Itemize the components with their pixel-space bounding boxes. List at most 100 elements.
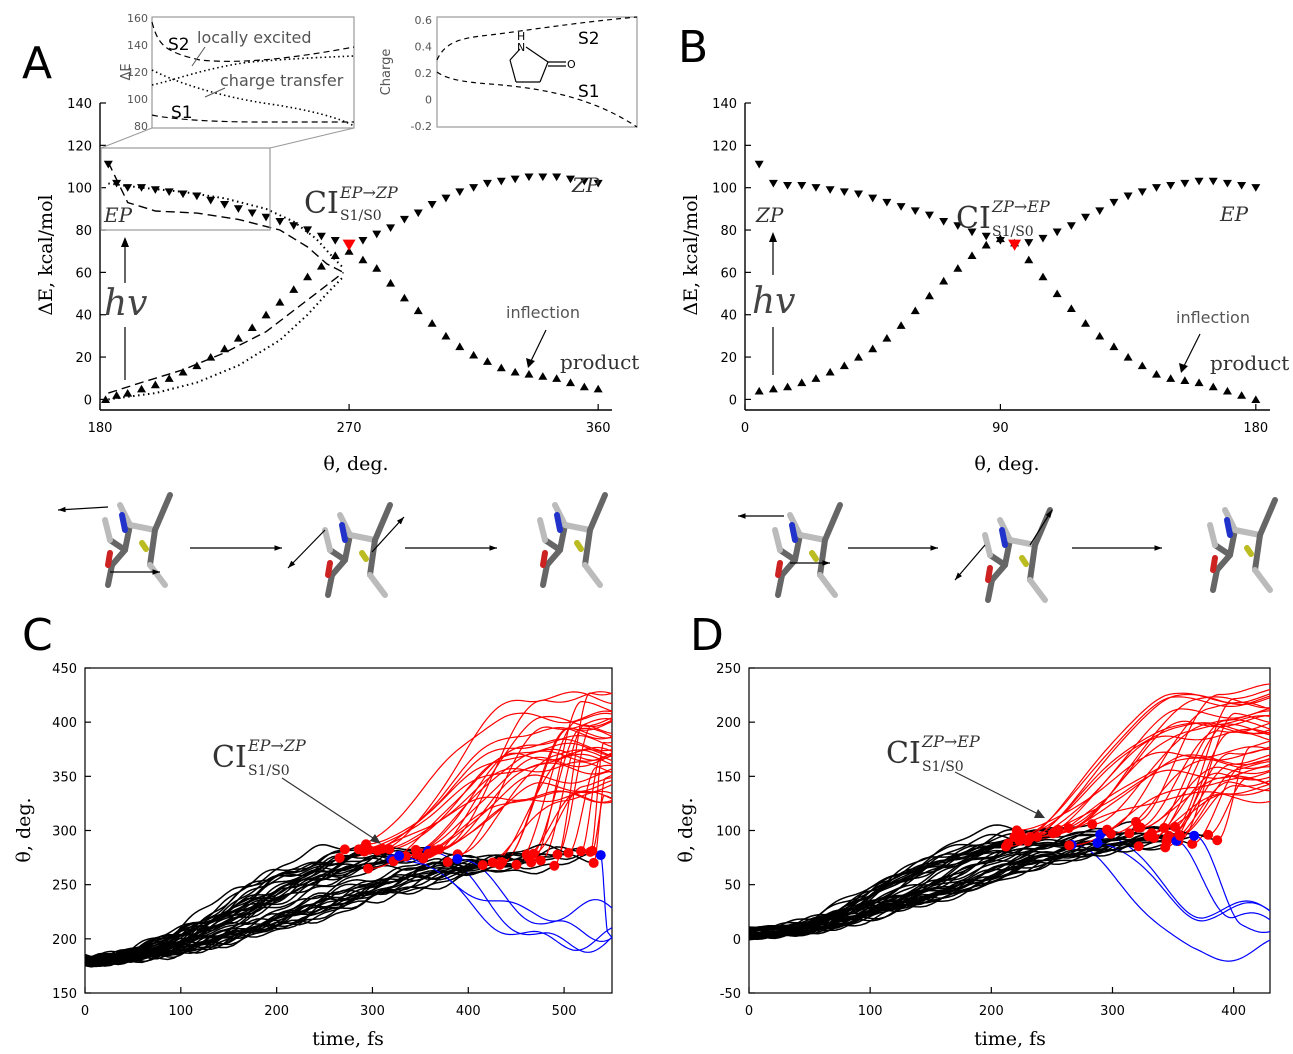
panel-d-hop-point-red: [1175, 830, 1186, 841]
panel-b-ground-point: [882, 333, 892, 342]
panel-b-excited-point: [896, 203, 906, 211]
panel-a-ytick-label: 120: [67, 139, 92, 154]
molecule-nitrogen: [999, 527, 1008, 548]
molecule-bond: [322, 527, 333, 553]
panel-c-excited-trajectory: [84, 863, 517, 962]
panel-c-product-trajectory: [568, 764, 613, 854]
panel-letter-c: C: [22, 610, 53, 661]
panel-b-ytick-label: 0: [729, 393, 737, 408]
inset-energy-s1-label: S1: [171, 103, 193, 123]
panel-b-ytick-label: 80: [720, 224, 737, 239]
panel-a-xtick-label: 270: [337, 421, 362, 436]
panel-c-hop-point-red: [496, 857, 507, 868]
panel-d-ytick-label: 150: [716, 770, 741, 785]
panel-d-hop-point-red: [1009, 832, 1020, 843]
panel-b-ground-point: [825, 367, 835, 376]
panel-d-ytick-label: 200: [716, 716, 741, 731]
inset-energy-ylabel: ΔE: [119, 63, 134, 80]
panel-a-ground-point: [275, 297, 285, 306]
panel-d-product-trajectory: [1174, 688, 1271, 828]
panel-b-excited-point: [1222, 179, 1232, 188]
panel-d-hop-point-red: [1212, 835, 1223, 846]
pyrrolidinone-structure: [509, 46, 566, 83]
inset-energy-tick: 140: [127, 39, 148, 52]
pathway-arrowhead: [930, 545, 938, 551]
panel-b-ground-point: [754, 386, 764, 395]
panel-b-excited-point: [910, 207, 920, 216]
panel-b-ground-point: [868, 344, 878, 353]
panel-b-ground-point: [1038, 272, 1048, 281]
molecule-oxygen: [775, 560, 783, 578]
panel-a-ytick-label: 40: [75, 309, 92, 324]
panel-d-ylabel: θ, deg.: [675, 797, 697, 862]
panel-a-ground-point: [399, 293, 409, 302]
molecule-sulfur: [1019, 555, 1029, 567]
molecule-nitrogen: [119, 512, 128, 533]
panel-b-inflection-label: inflection: [1176, 308, 1250, 327]
panel-a-excited-point: [233, 205, 243, 213]
panel-d-reactant-trajectory: [1097, 842, 1271, 922]
molecule-oxygen: [105, 550, 113, 568]
panel-b-excited-point: [882, 198, 892, 207]
svg-text:EP→ZP: EP→ZP: [339, 183, 398, 202]
panel-a-excited-point: [593, 179, 603, 188]
panel-a-ci-point: [342, 239, 356, 251]
molecule-sulfur: [359, 550, 369, 562]
panel-c-product-trajectory: [434, 753, 613, 851]
panel-b-excited-point: [839, 188, 849, 196]
panel-a-ground-point: [344, 247, 354, 255]
panel-b-ground-point: [797, 378, 807, 387]
panel-c-excited-trajectory: [84, 854, 407, 964]
molecule-bond: [147, 562, 168, 588]
panel-d-product-trajectory: [1005, 722, 1271, 848]
panel-b-ground-point: [839, 361, 849, 370]
inset-energy-tick: 100: [127, 93, 148, 106]
panel-b-excited-point: [1095, 207, 1105, 216]
pathway-arrowhead: [152, 569, 160, 575]
panel-d-hop-point-red: [1087, 819, 1098, 830]
panel-a-ground-point: [150, 380, 160, 389]
panel-c-product-trajectory: [439, 691, 613, 850]
molecule-bond: [127, 522, 158, 533]
panel-d-product-trajectory: [1140, 766, 1271, 829]
panel-a-ground-point: [233, 333, 243, 342]
panel-c-hop-point-blue: [595, 850, 606, 861]
panel-b-right-label: EP: [1219, 202, 1249, 226]
svg-text:ZP→EP: ZP→EP: [921, 732, 980, 751]
molecule-bond: [329, 557, 348, 578]
panel-b-excited-point: [924, 211, 934, 220]
pathway-arrow: [287, 529, 326, 569]
panel-b-ground-point: [939, 276, 949, 285]
panel-c-hop-point-red: [363, 863, 374, 874]
panel-b-excited-point: [868, 194, 878, 203]
pathway-arrowhead: [1154, 545, 1162, 551]
panel-b-ground-point: [1194, 378, 1204, 387]
panel-a-excited-point: [482, 179, 492, 188]
panel-c-hop-point-red: [576, 846, 587, 857]
inset-energy-s2-label: S2: [168, 35, 190, 55]
panel-d-hop-point-red: [1063, 823, 1074, 834]
panel-a-curve-dotted: [108, 182, 345, 269]
pathway-arrow: [57, 506, 109, 511]
panel-c-ytick-label: 250: [52, 879, 77, 894]
panel-b-excited-point: [1052, 228, 1062, 237]
molecule-bond: [367, 537, 378, 578]
molecule-oxygen: [325, 560, 333, 578]
panel-a-ground-point: [261, 310, 271, 319]
inset-charge-tick: 0.6: [415, 14, 433, 27]
panel-b-product-label: product: [1210, 351, 1289, 375]
panel-b-ground-point: [896, 321, 906, 329]
panel-c-hop-point-blue: [452, 853, 463, 864]
structure-n-label: N: [517, 41, 525, 54]
panel-a-inset-charge: 0.6 0.4 0.2 0 -0.2 Charge S2 S1 H N O: [379, 14, 638, 133]
panel-b-ground-point: [1151, 369, 1161, 378]
panel-b-ground-point: [995, 234, 1005, 243]
panel-c-excited-trajectory: [84, 853, 594, 964]
panel-a-ground-point: [137, 384, 147, 393]
molecule-sulfur: [809, 550, 819, 562]
panel-b-ground-point: [1180, 376, 1190, 384]
molecule-sulfur: [139, 540, 149, 552]
inset-charge-tick: 0: [425, 94, 432, 107]
panel-c-ytick-label: 350: [52, 770, 77, 785]
panel-c-product-trajectory: [501, 720, 613, 863]
